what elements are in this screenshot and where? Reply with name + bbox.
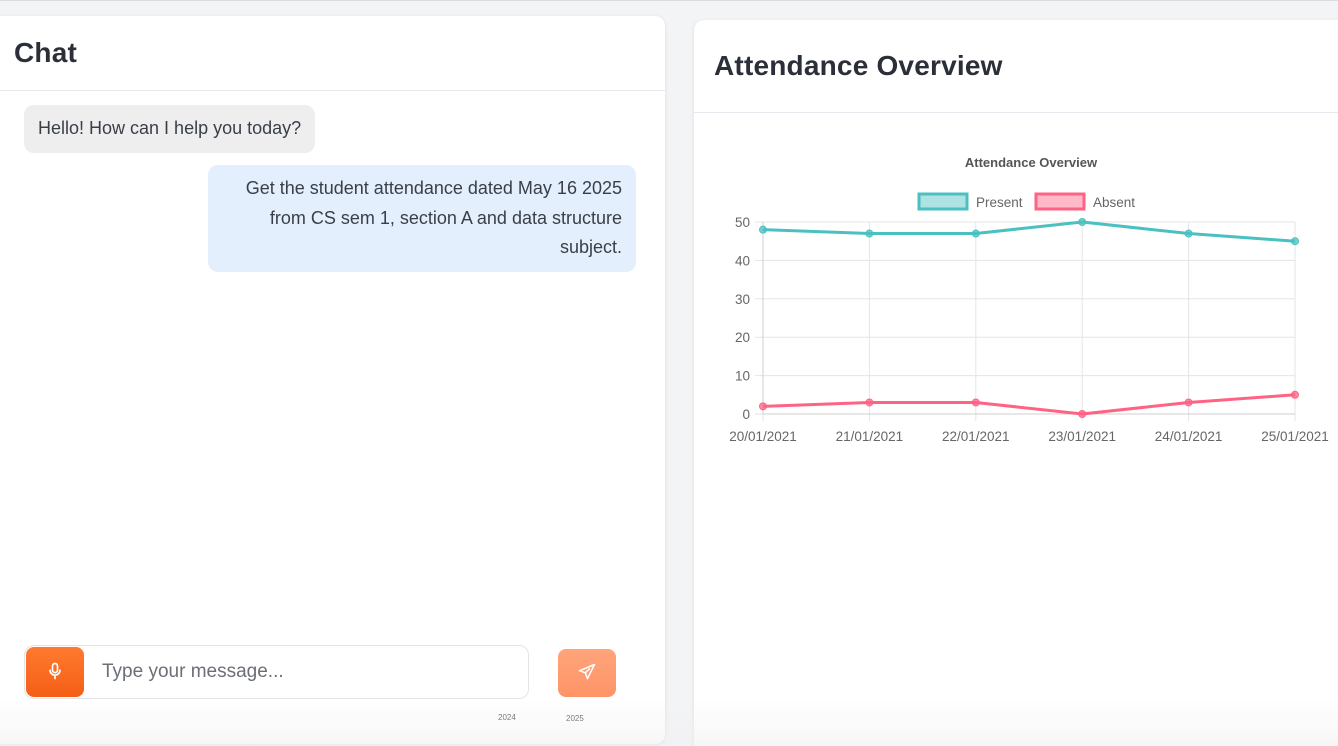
attendance-panel: Attendance Overview (694, 20, 1338, 746)
legend-swatch-absent (1034, 192, 1086, 211)
data-point-absent (759, 402, 767, 411)
legend-label-present: Present (976, 195, 1023, 210)
attendance-line-chart: Attendance Overview Present Absent 0 10 20 30 4… (729, 155, 1329, 444)
x-tick-label: 20/01/2021 (729, 429, 797, 444)
message-input[interactable] (102, 650, 528, 694)
data-point-absent (865, 398, 874, 407)
attendance-title: Attendance Overview (714, 50, 1003, 81)
y-tick-label: 50 (735, 215, 750, 230)
x-tick-label: 25/01/2021 (1261, 429, 1329, 444)
chart-title: Attendance Overview (965, 155, 1098, 170)
y-tick-label: 40 (735, 253, 750, 268)
send-icon (577, 662, 597, 685)
series-line-present (762, 220, 1296, 243)
data-point-absent (1078, 410, 1087, 418)
message-composer (24, 645, 529, 699)
x-tick-label: 22/01/2021 (942, 429, 1010, 444)
series-line-absent (762, 393, 1296, 416)
data-point-present (1291, 237, 1299, 246)
x-tick-label: 23/01/2021 (1048, 429, 1116, 444)
legend-swatch-present (917, 192, 969, 211)
data-point-present (865, 229, 874, 238)
data-point-present (1078, 218, 1087, 226)
top-border (0, 0, 1338, 1)
x-tick-label: 21/01/2021 (836, 429, 904, 444)
data-point-absent (971, 398, 980, 407)
chat-title: Chat (14, 37, 78, 68)
x-tick-label: 24/01/2021 (1155, 429, 1223, 444)
send-button[interactable] (558, 649, 616, 697)
data-point-present (1184, 229, 1193, 238)
mic-button[interactable] (26, 647, 84, 697)
legend-label-absent: Absent (1093, 195, 1135, 210)
attendance-header: Attendance Overview (694, 20, 1338, 113)
microphone-icon (45, 661, 65, 684)
chat-header: Chat (0, 16, 665, 91)
y-tick-label: 10 (735, 369, 750, 384)
year-label-2025: 2025 (566, 714, 584, 723)
user-message: Get the student attendance dated May 16 … (208, 165, 636, 272)
y-tick-label: 30 (735, 292, 750, 307)
data-point-present (971, 229, 980, 238)
data-point-present (759, 225, 767, 234)
year-label-2024: 2024 (498, 713, 516, 722)
data-point-absent (1291, 390, 1299, 399)
bot-message: Hello! How can I help you today? (24, 105, 316, 153)
data-point-absent (1184, 398, 1193, 407)
y-tick-label: 0 (742, 407, 750, 422)
y-tick-label: 20 (735, 330, 750, 345)
